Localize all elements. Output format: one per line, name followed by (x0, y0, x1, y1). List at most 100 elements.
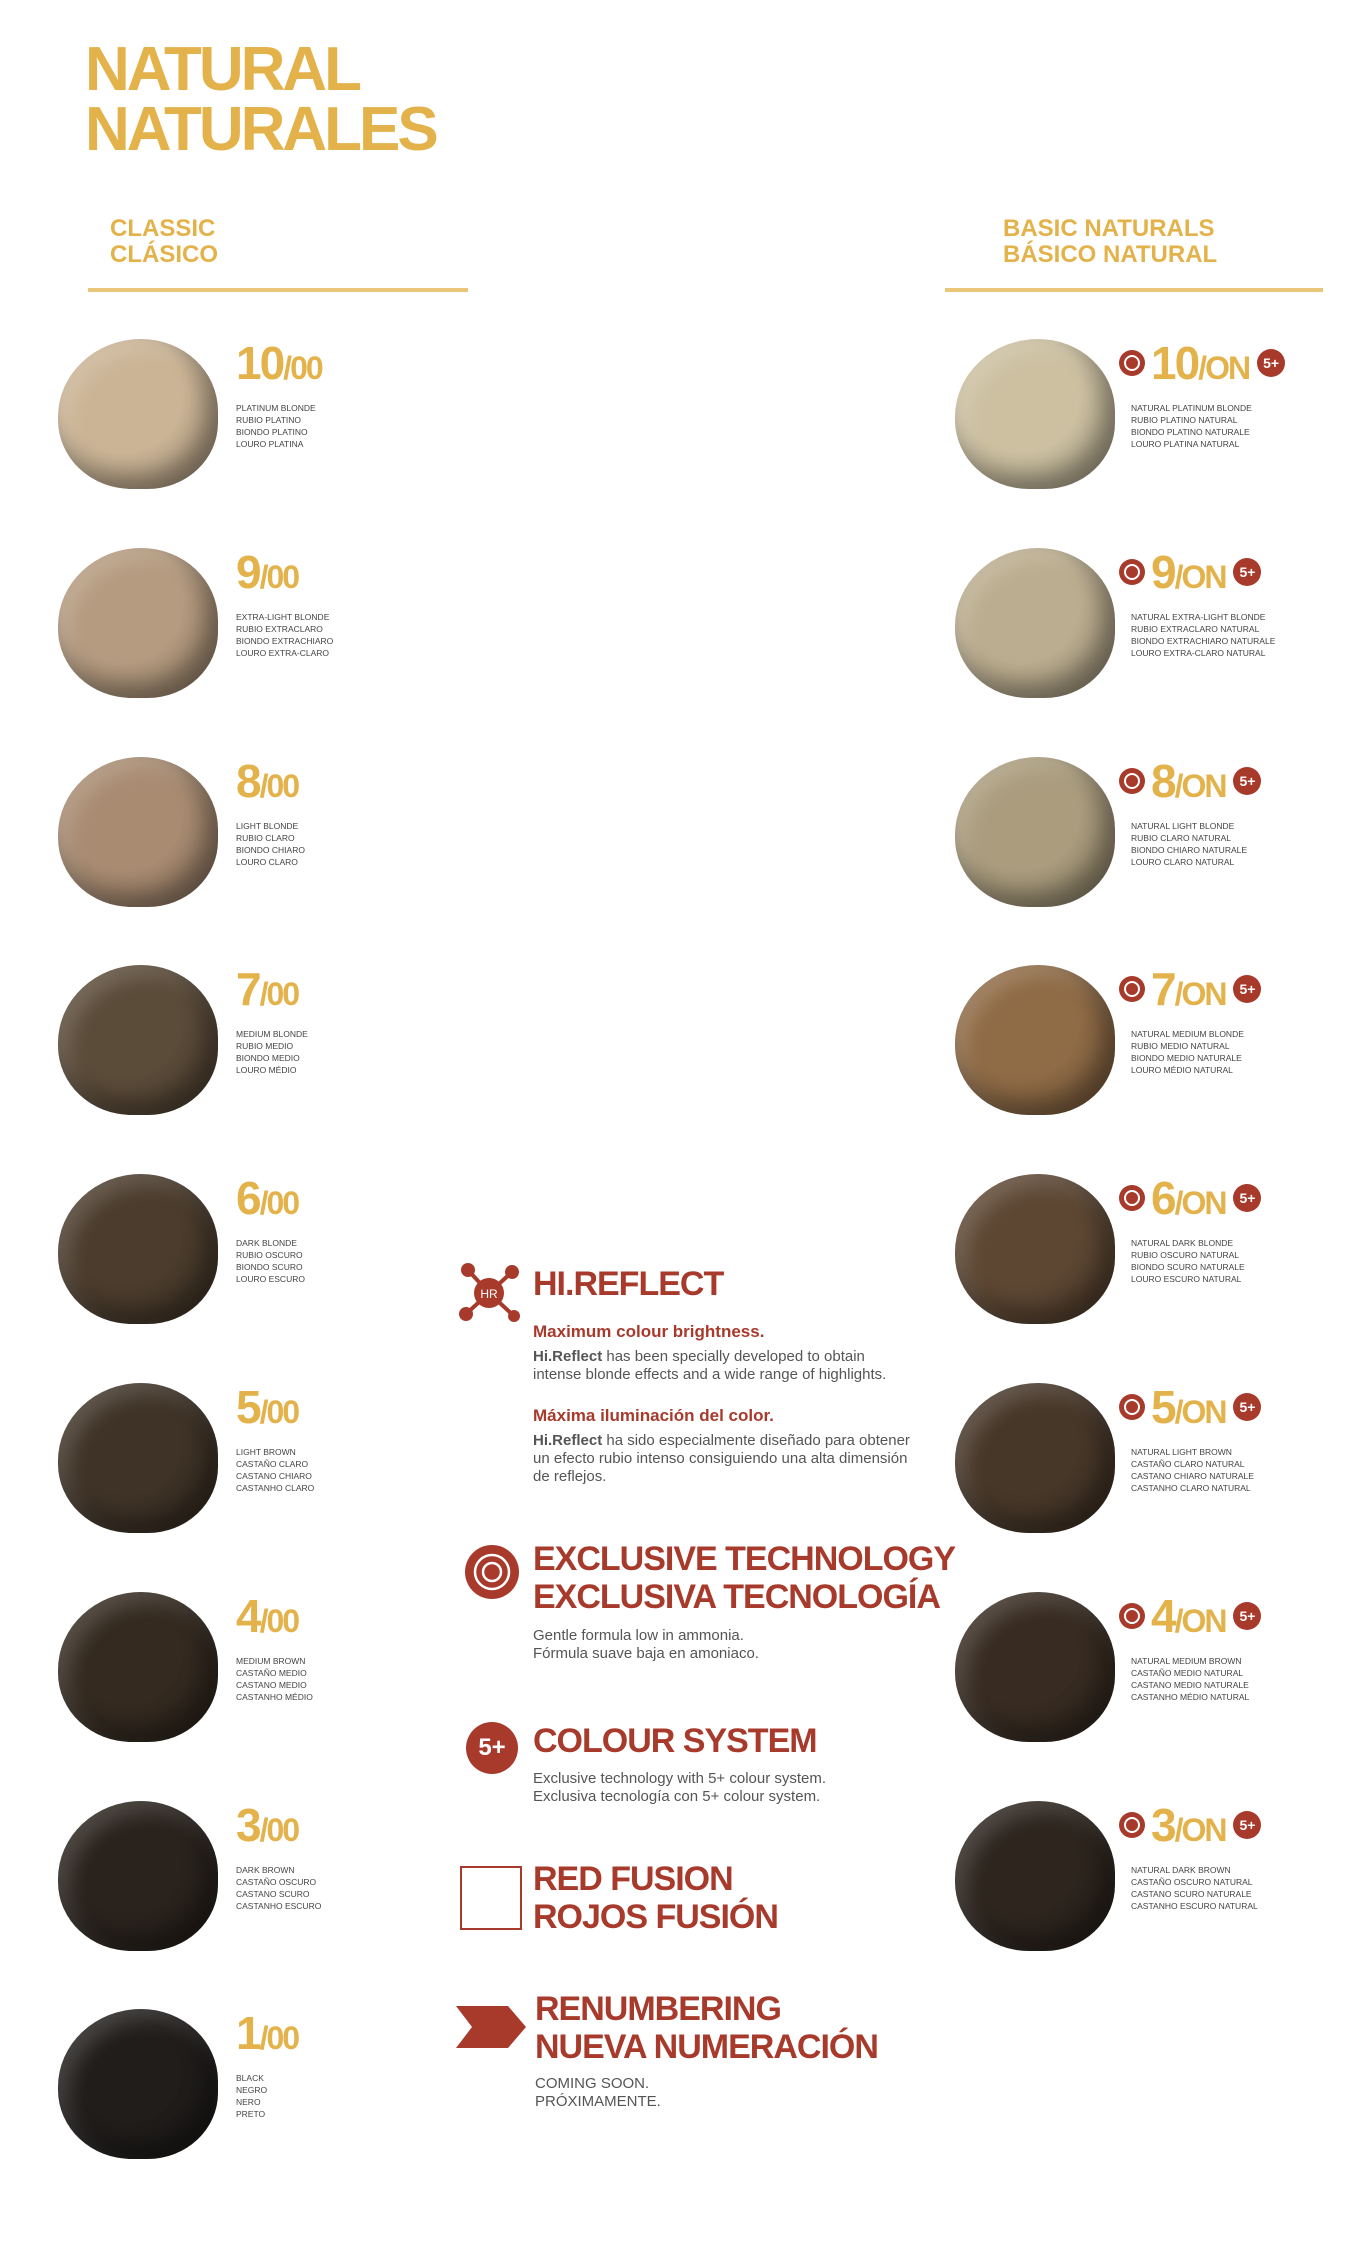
shade-name: LOURO CLARO NATURAL (1131, 856, 1235, 867)
shade-name: RUBIO OSCURO (236, 1250, 303, 1261)
shade-name: DARK BROWN (236, 1864, 295, 1875)
rule (945, 288, 1323, 292)
shade-name: NATURAL LIGHT BLONDE (1131, 820, 1235, 831)
title-line: RENUMBERING (535, 1990, 782, 2028)
shade-code: 8/ON 5+ (1119, 754, 1262, 808)
shade-name: LIGHT BROWN (236, 1447, 296, 1457)
shade-name: CASTANO MEDIO (236, 1679, 307, 1690)
hair-swatch (58, 2009, 218, 2160)
shade-names: DARK BLONDE RUBIO OSCURO BIONDO SCURO LOURO… (236, 1237, 305, 1285)
shade-name: RUBIO EXTRACLARO (236, 623, 323, 634)
shade-level: 6 (236, 1172, 262, 1225)
shade-name: CASTAÑO MEDIO NATURAL (1131, 1667, 1244, 1678)
shade-name: NEGRO (236, 2085, 268, 2096)
shade-level: 10 (236, 337, 285, 389)
shade-tone: /ON (1174, 1811, 1228, 1848)
shade-level: 10 (1151, 337, 1200, 389)
shade-name: CASTANO CHIARO NATURALE (1131, 1471, 1254, 1481)
title-line: NUEVA NUMERACIÓN (535, 2028, 879, 2066)
legend-title: RED FUSION ROJOS FUSIÓN (533, 1860, 779, 1936)
shade-names: EXTRA-LIGHT BLONDE RUBIO EXTRACLARO BIONDO… (236, 611, 333, 659)
shade-level: 1 (236, 2007, 262, 2060)
shade-level: 5 (1151, 1381, 1177, 1433)
shade-name: LOURO EXTRA-CLARO NATURAL (1131, 647, 1266, 658)
shade-level: 6 (1151, 1172, 1177, 1225)
shade-code: 9/00 (236, 545, 300, 599)
heading-line: CLASSIC (110, 215, 216, 242)
shade-names: NATURAL PLATINUM BLONDE RUBIO PLATINO NAT… (1131, 402, 1252, 450)
shade-tone: /ON (1174, 1185, 1228, 1222)
shade-name: MEDIUM BLONDE (236, 1029, 308, 1040)
shade-names: DARK BROWN CASTAÑO OSCURO CASTANO SCURO CAS… (236, 1864, 321, 1912)
shade-level: 3 (1151, 1798, 1177, 1851)
legend-text: Hi.Reflect has been specially developed … (533, 1348, 913, 1384)
shade-name: RUBIO CLARO NATURAL (1131, 832, 1231, 843)
shade-names: MEDIUM BLONDE RUBIO MEDIO BIONDO MEDIO LOUR… (236, 1028, 308, 1076)
technology-icon (1119, 1602, 1145, 1629)
hair-swatch (955, 756, 1115, 907)
rule (88, 288, 468, 292)
shade-code: 1/00 (236, 2006, 300, 2060)
shade-tone: /ON (1174, 976, 1228, 1013)
hair-swatch (58, 756, 218, 907)
shade-tone: /ON (1174, 558, 1228, 595)
shade-name: BLACK (236, 2073, 264, 2084)
shade-name: NATURAL DARK BLONDE (1131, 1238, 1234, 1249)
shade-code: 8/00 (236, 754, 301, 808)
shade-level: 7 (1151, 963, 1177, 1016)
shade-level: 5 (236, 1381, 262, 1433)
text: ha sido especialmente diseñado para obte… (533, 1432, 910, 1485)
title-line: RED FUSION (533, 1860, 734, 1898)
legend-text: Gentle formula low in ammonia. Fórmula s… (533, 1627, 759, 1663)
colour-icon: 5+ (466, 1722, 518, 1774)
text-line: Fórmula suave baja en amoniaco. (533, 1645, 759, 1662)
colour-badge: 5+ (1233, 975, 1262, 1004)
shade-level: 8 (236, 754, 262, 807)
shade-names: NATURAL MEDIUM BROWN CASTAÑO MEDIO NATURA… (1131, 1655, 1249, 1703)
shade-tone: /00 (259, 1185, 301, 1222)
shade-names: NATURAL LIGHT BLONDE RUBIO CLARO NATURAL B… (1131, 820, 1247, 868)
shade-name: BIONDO SCURO (236, 1262, 303, 1273)
shade-name: PRETO (236, 2109, 266, 2120)
shade-tone: /00 (259, 767, 301, 804)
shade-name: RUBIO CLARO (236, 832, 295, 843)
colour-badge: 5+ (1233, 1184, 1262, 1213)
hair-swatch (58, 339, 218, 489)
shade-tone: /ON (1198, 350, 1251, 386)
shade-name: NATURAL MEDIUM BLONDE (1131, 1029, 1244, 1040)
shade-name: BIONDO SCURO NATURALE (1131, 1262, 1245, 1273)
shade-code: 9/ON 5+ (1119, 545, 1262, 599)
shade-tone: /00 (259, 1602, 301, 1639)
shade-name: DARK BLONDE (236, 1238, 297, 1249)
colour-badge: 5+ (1257, 349, 1286, 377)
hair-swatch (955, 1800, 1115, 1951)
shade-names: NATURAL DARK BLONDE RUBIO OSCURO NATURAL B… (1131, 1237, 1245, 1285)
hair-swatch (58, 965, 218, 1116)
colour-badge: 5+ (1233, 1810, 1262, 1839)
hr-icon: HR (459, 1263, 520, 1322)
shade-names: LIGHT BLONDE RUBIO CLARO BIONDO CHIARO LOUR… (236, 820, 305, 868)
shade-name: LOURO CLARO (236, 856, 298, 867)
technology-icon (1119, 558, 1145, 585)
brand: Hi.Reflect (533, 1348, 603, 1365)
text: has been specially developed to obtain i… (533, 1348, 887, 1383)
legend-subheading: Maximum colour brightness. (533, 1322, 765, 1341)
colour-badge: 5+ (1233, 1601, 1262, 1630)
technology-icon (1119, 1185, 1145, 1212)
shade-name: CASTANHO MÉDIO NATURAL (1131, 1691, 1250, 1702)
hair-swatch (58, 1383, 218, 1533)
shade-name: LIGHT BLONDE (236, 820, 299, 831)
shade-name: CASTAÑO MEDIO (236, 1667, 307, 1678)
shade-name: BIONDO MEDIO NATURALE (1131, 1053, 1242, 1064)
shade-name: CASTANHO CLARO NATURAL (1131, 1483, 1251, 1493)
technology-icon (1119, 1811, 1145, 1838)
shade-name: BIONDO MEDIO (236, 1053, 300, 1064)
shade-name: RUBIO MEDIO (236, 1041, 294, 1052)
legend-text: Exclusive technology with 5+ colour syst… (533, 1770, 826, 1806)
text-line: Exclusive technology with 5+ colour syst… (533, 1770, 827, 1787)
shade-names: PLATINUM BLONDE RUBIO PLATINO BIONDO PLATI… (236, 402, 316, 450)
hair-swatch (58, 1591, 218, 1742)
shade-name: LOURO PLATINA (236, 439, 304, 449)
